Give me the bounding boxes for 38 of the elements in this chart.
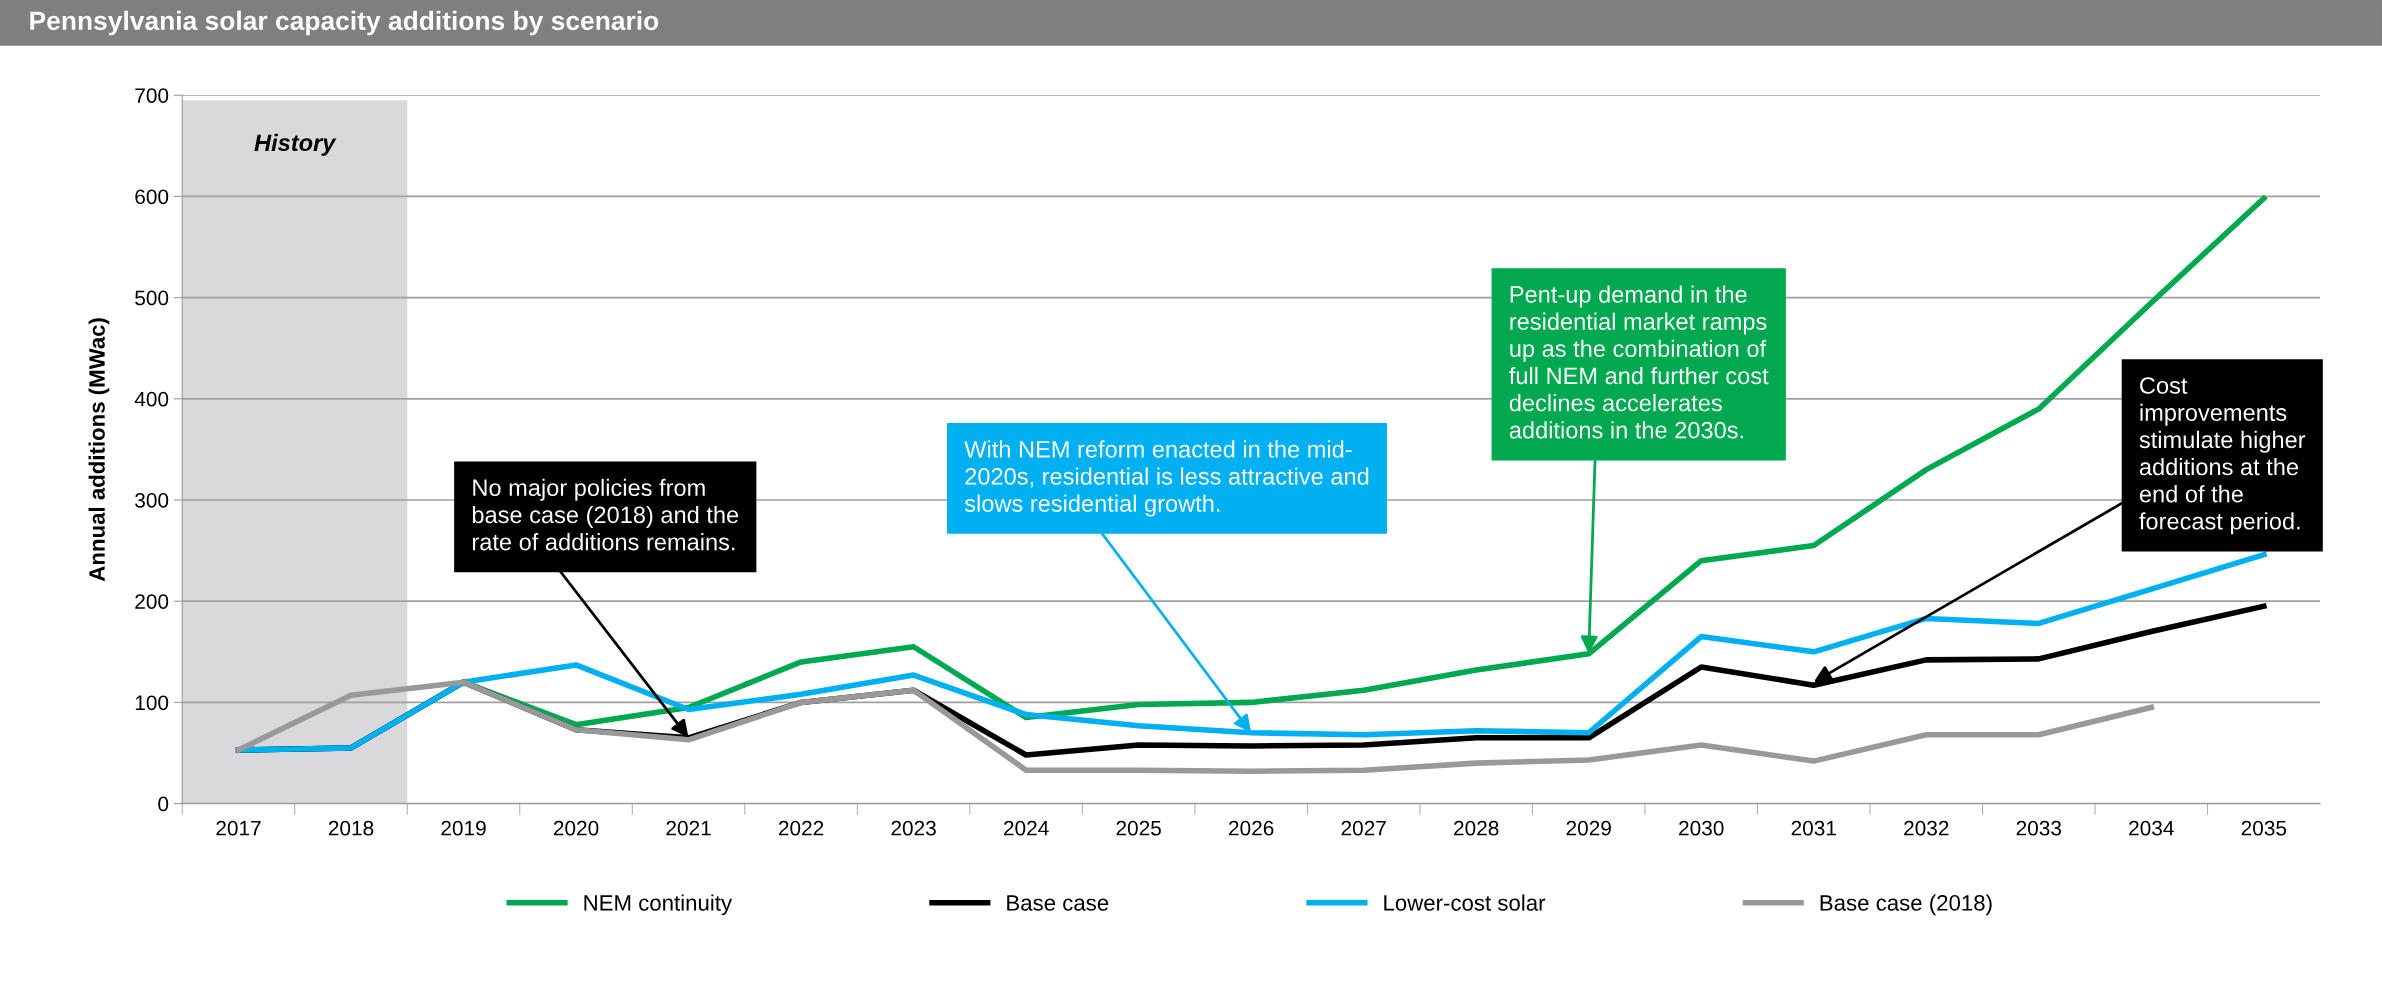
x-tick-label: 2026 xyxy=(1229,820,1274,836)
x-tick-label: 2023 xyxy=(891,820,936,836)
x-tick-label: 2022 xyxy=(778,820,824,836)
legend-label: Lower-cost solar xyxy=(1384,894,1546,911)
y-tick-label: 100 xyxy=(135,695,169,711)
y-tick-label: 300 xyxy=(135,493,169,508)
annotation: With NEM reform enacted in the mid- 2020s, residential is less attractive and slows residential growth. xyxy=(964,440,1369,517)
x-tick-label: 2017 xyxy=(216,820,261,836)
legend-label: NEM continuity xyxy=(584,894,733,916)
x-tick-label: 2033 xyxy=(2016,820,2062,836)
y-tick-label: 0 xyxy=(158,796,169,812)
annotation: No major policies from base case (2018) and the rate of additions remains. xyxy=(472,478,739,551)
x-tick-label: 2019 xyxy=(441,820,486,836)
y-tick-label: 600 xyxy=(135,189,169,205)
y-axis-title: Annual additions (MWac) xyxy=(88,318,110,582)
x-tick-label: 2034 xyxy=(2129,820,2174,836)
y-tick-label: 400 xyxy=(134,391,169,407)
legend-label: Base case xyxy=(1007,895,1109,911)
legend-label: Base case (2018) xyxy=(1820,894,1992,916)
x-tick-label: 2029 xyxy=(1566,820,1611,836)
x-tick-label: 2027 xyxy=(1341,820,1386,836)
annotation: Cost improvements stimulate higher additions at the end of the forecast period. xyxy=(2139,377,2306,535)
y-tick-label: 500 xyxy=(135,290,169,306)
x-tick-label: 2021 xyxy=(666,820,711,836)
x-tick-label: 2028 xyxy=(1454,820,1499,836)
chart-title: Pennsylvania solar capacity additions by scenario xyxy=(30,10,659,36)
y-tick-label: 700 xyxy=(135,88,169,103)
x-tick-label: 2035 xyxy=(2241,820,2287,836)
x-tick-label: 2032 xyxy=(1904,820,1949,836)
x-tick-label: 2025 xyxy=(1116,820,1161,836)
x-tick-label: 2030 xyxy=(1679,820,1724,836)
x-tick-label: 2020 xyxy=(553,820,599,836)
x-tick-label: 2018 xyxy=(328,820,374,836)
annotation: Pent-up demand in the residential market ramps up as the combination of full NEM and further cost declines accelerates additions in the 2030s. xyxy=(1509,285,1769,439)
x-tick-label: 2031 xyxy=(1791,820,1836,836)
x-tick-label: 2024 xyxy=(1003,820,1049,836)
band-label: History xyxy=(254,133,337,156)
y-tick-label: 200 xyxy=(135,594,169,609)
